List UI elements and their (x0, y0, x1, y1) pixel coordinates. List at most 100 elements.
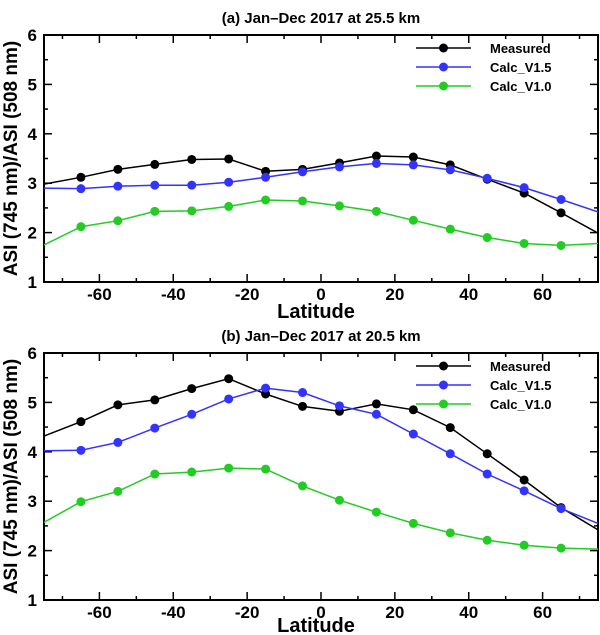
data-point-calc-v1-0 (298, 481, 308, 491)
data-point-calc-v1-5 (408, 160, 418, 170)
legend-entry-measured: Measured (416, 41, 551, 56)
data-point-measured (519, 475, 529, 485)
data-point-calc-v1-0 (556, 240, 566, 250)
data-point-measured (187, 384, 197, 394)
data-point-calc-v1-5 (334, 162, 344, 172)
legend-entry-calc-v1-5: Calc_V1.5 (416, 60, 551, 75)
chart-panel-a: (a) Jan–Dec 2017 at 25.5 km -60 -40 -20 0 20 4… (1, 10, 599, 323)
data-point-calc-v1-5 (224, 394, 234, 404)
data-point-measured (408, 152, 418, 162)
data-point-calc-v1-5 (76, 445, 86, 455)
x-tick-label: 20 (385, 603, 404, 622)
data-point-calc-v1-0 (298, 196, 308, 206)
x-tick-label: 60 (533, 603, 552, 622)
data-point-calc-v1-5 (150, 423, 160, 433)
y-tick-label: 3 (28, 492, 37, 511)
x-tick-label: 0 (316, 285, 325, 304)
legend-entry-measured: Measured (416, 359, 551, 374)
data-point-calc-v1-0 (408, 215, 418, 225)
y-tick-label: 2 (28, 542, 37, 561)
data-point-calc-v1-0 (150, 206, 160, 216)
y-axis-label: ASI (745 nm)/ASI (508 nm) (1, 359, 22, 594)
legend-label: Calc_V1.0 (490, 397, 551, 412)
x-tick-label: -40 (161, 603, 186, 622)
data-point-measured (150, 159, 160, 169)
data-point-measured (371, 399, 381, 409)
data-point-calc-v1-0 (371, 507, 381, 517)
data-point-measured (556, 208, 566, 218)
data-point-measured (113, 164, 123, 174)
legend-marker (439, 361, 448, 371)
series-calc-v1-5 (44, 383, 598, 525)
data-point-calc-v1-5 (519, 183, 529, 193)
legend-entry-calc-v1-0: Calc_V1.0 (416, 397, 551, 412)
data-point-calc-v1-5 (76, 184, 86, 194)
data-point-calc-v1-0 (261, 195, 271, 205)
y-tick-label: 1 (28, 273, 37, 292)
data-point-calc-v1-0 (113, 216, 123, 226)
data-point-calc-v1-0 (224, 463, 234, 473)
y-tick-label: 5 (28, 393, 37, 412)
legend-label: Measured (490, 359, 551, 374)
y-tick-label: 4 (28, 125, 38, 144)
data-point-calc-v1-0 (187, 206, 197, 216)
chart-title: (b) Jan–Dec 2017 at 20.5 km (221, 328, 420, 345)
series-line-measured (44, 377, 598, 531)
x-tick-label: -60 (87, 603, 112, 622)
data-point-calc-v1-5 (482, 469, 492, 479)
x-tick-label: -40 (161, 285, 186, 304)
data-point-calc-v1-5 (187, 409, 197, 419)
x-tick-label: 20 (385, 285, 404, 304)
data-point-calc-v1-5 (113, 437, 123, 447)
data-point-calc-v1-5 (482, 173, 492, 183)
series-line-measured (44, 155, 598, 234)
legend-entry-calc-v1-0: Calc_V1.0 (416, 79, 551, 94)
data-point-calc-v1-0 (113, 486, 123, 496)
y-tick-label: 5 (28, 75, 37, 94)
series-calc-v1-0 (44, 463, 598, 553)
data-point-calc-v1-5 (371, 409, 381, 419)
x-tick-label: 40 (459, 285, 478, 304)
data-point-calc-v1-5 (371, 158, 381, 168)
data-point-measured (445, 423, 455, 433)
x-tick-label: -20 (235, 603, 260, 622)
data-point-measured (224, 374, 234, 384)
data-point-calc-v1-5 (408, 429, 418, 439)
data-point-calc-v1-5 (113, 181, 123, 191)
data-point-measured (371, 151, 381, 161)
legend-marker (439, 380, 448, 390)
legend-marker (439, 81, 448, 91)
x-tick-label: 60 (533, 285, 552, 304)
data-point-calc-v1-5 (150, 180, 160, 190)
y-tick-label: 1 (28, 591, 37, 610)
data-point-calc-v1-0 (445, 528, 455, 538)
chart-title: (a) Jan–Dec 2017 at 25.5 km (222, 10, 420, 27)
legend-label: Calc_V1.5 (490, 378, 551, 393)
data-point-calc-v1-0 (519, 238, 529, 248)
x-axis-label: Latitude (277, 301, 355, 323)
y-tick-label: 6 (28, 26, 37, 45)
data-point-calc-v1-5 (187, 180, 197, 190)
legend-label: Measured (490, 41, 551, 56)
data-point-calc-v1-5 (556, 195, 566, 205)
data-point-calc-v1-0 (334, 201, 344, 211)
data-point-calc-v1-0 (76, 497, 86, 507)
data-point-calc-v1-0 (261, 464, 271, 474)
series-line-calc-v1-0 (44, 467, 598, 550)
data-point-measured (224, 154, 234, 164)
y-tick-label: 3 (28, 174, 37, 193)
y-tick-label: 4 (28, 443, 38, 462)
data-point-calc-v1-0 (371, 206, 381, 216)
legend-label: Calc_V1.0 (490, 79, 551, 94)
data-point-calc-v1-5 (445, 449, 455, 459)
legend-marker (439, 43, 448, 53)
series-measured (44, 151, 598, 234)
data-point-calc-v1-0 (187, 467, 197, 477)
data-point-calc-v1-5 (261, 383, 271, 393)
data-point-measured (298, 401, 308, 411)
data-point-measured (482, 449, 492, 459)
data-point-calc-v1-0 (334, 495, 344, 505)
data-point-calc-v1-0 (76, 222, 86, 232)
data-point-calc-v1-0 (519, 540, 529, 550)
data-point-calc-v1-0 (482, 535, 492, 545)
